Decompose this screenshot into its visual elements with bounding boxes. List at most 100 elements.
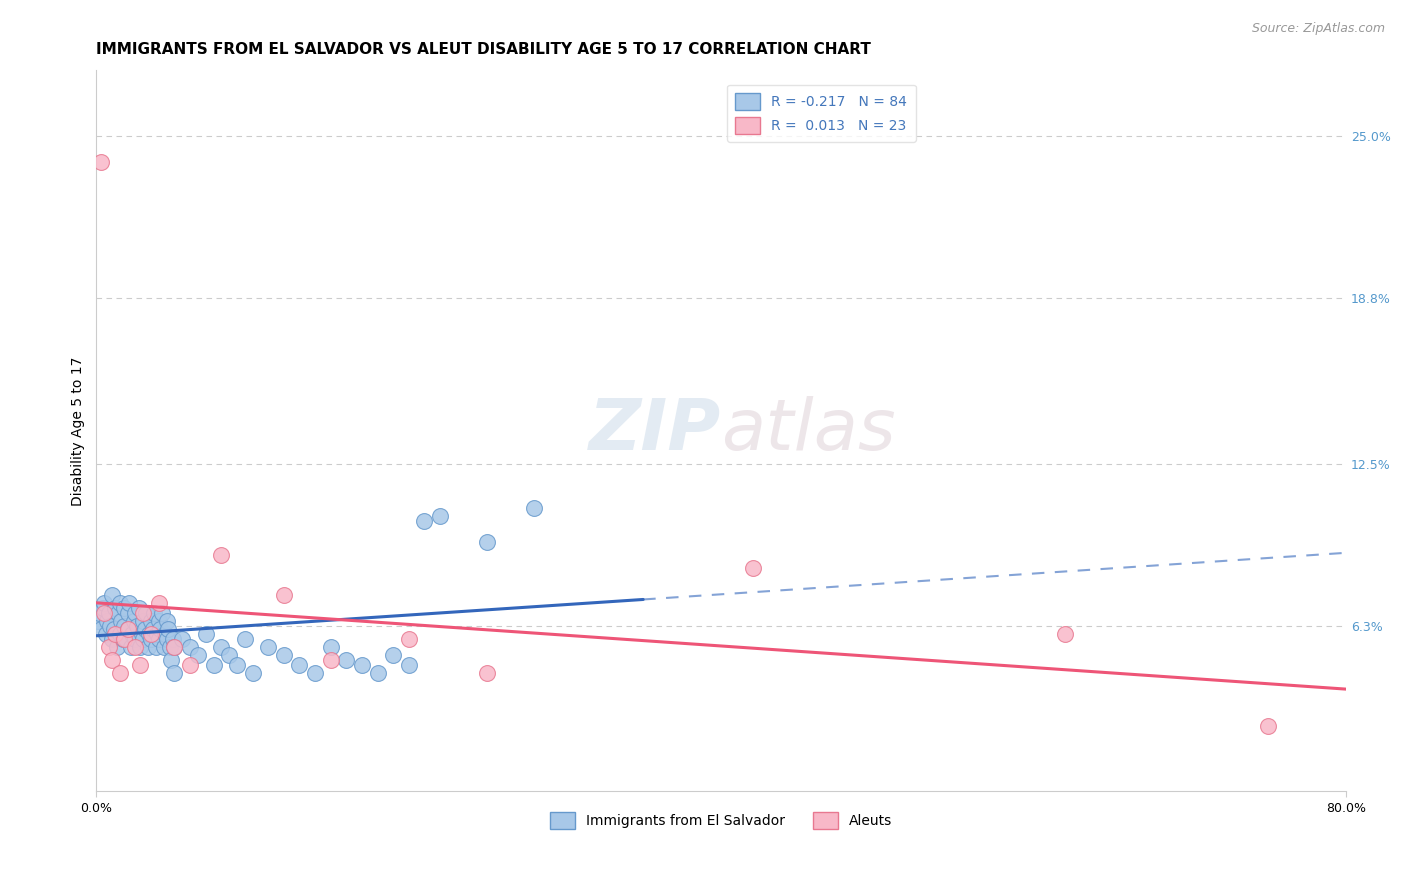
Point [124,606,146,620]
Point [120,640,142,654]
Point [304,666,326,681]
Point [163,640,186,654]
Text: Source: ZipAtlas.com: Source: ZipAtlas.com [1251,22,1385,36]
Point [110,614,132,628]
Point [117,606,139,620]
Text: IMMIGRANTS FROM EL SALVADOR VS ALEUT DISABILITY AGE 5 TO 17 CORRELATION CHART: IMMIGRANTS FROM EL SALVADOR VS ALEUT DIS… [97,42,872,57]
Point [101,588,124,602]
Point [121,627,143,641]
Point [148,632,170,647]
Point [1257,719,1279,733]
Point [114,619,136,633]
Point [242,666,264,681]
Point [153,627,176,641]
Point [150,606,173,620]
Point [157,622,180,636]
Point [146,627,169,641]
Point [91,600,114,615]
Point [319,640,342,654]
Point [104,627,127,641]
Point [143,606,166,620]
Point [129,658,152,673]
Y-axis label: Disability Age 5 to 17: Disability Age 5 to 17 [72,356,86,506]
Point [257,640,280,654]
Point [117,622,139,636]
Point [114,632,136,647]
Point [156,632,179,647]
Point [152,640,174,654]
Point [148,614,170,628]
Point [741,561,763,575]
Point [134,622,156,636]
Legend: Immigrants from El Salvador, Aleuts: Immigrants from El Salvador, Aleuts [544,806,898,835]
Point [187,648,209,662]
Point [90,155,112,169]
Point [398,632,420,647]
Point [128,600,150,615]
Point [350,658,373,673]
Point [319,653,342,667]
Point [382,648,405,662]
Text: ZIP: ZIP [589,396,721,466]
Point [413,514,436,528]
Point [132,614,155,628]
Point [124,632,146,647]
Point [139,627,162,641]
Point [136,640,159,654]
Point [108,666,131,681]
Point [218,648,240,662]
Point [1053,627,1076,641]
Point [159,640,181,654]
Point [335,653,357,667]
Point [179,658,201,673]
Point [163,666,186,681]
Point [475,666,498,681]
Point [132,606,155,620]
Point [101,653,124,667]
Point [162,632,184,647]
Point [105,640,128,654]
Point [101,632,124,647]
Point [97,640,120,654]
Point [107,606,129,620]
Point [273,588,295,602]
Point [429,509,451,524]
Point [523,501,546,516]
Point [115,632,138,647]
Point [122,614,145,628]
Point [367,666,389,681]
Point [149,622,172,636]
Point [142,622,165,636]
Point [288,658,311,673]
Point [94,627,117,641]
Point [93,606,115,620]
Point [145,640,167,654]
Point [129,640,152,654]
Point [202,658,225,673]
Point [108,595,131,609]
Point [90,622,112,636]
Point [111,632,134,647]
Point [156,614,179,628]
Point [114,600,136,615]
Point [124,640,146,654]
Point [209,640,232,654]
Point [139,614,162,628]
Point [96,614,118,628]
Point [131,627,153,641]
Point [93,595,115,609]
Point [118,595,141,609]
Point [160,653,183,667]
Point [273,648,295,662]
Point [97,606,120,620]
Point [103,622,125,636]
Point [194,627,217,641]
Point [148,595,170,609]
Point [209,549,232,563]
Point [117,622,139,636]
Point [104,600,127,615]
Point [226,658,249,673]
Text: atlas: atlas [721,396,896,466]
Point [132,632,155,647]
Point [398,658,420,673]
